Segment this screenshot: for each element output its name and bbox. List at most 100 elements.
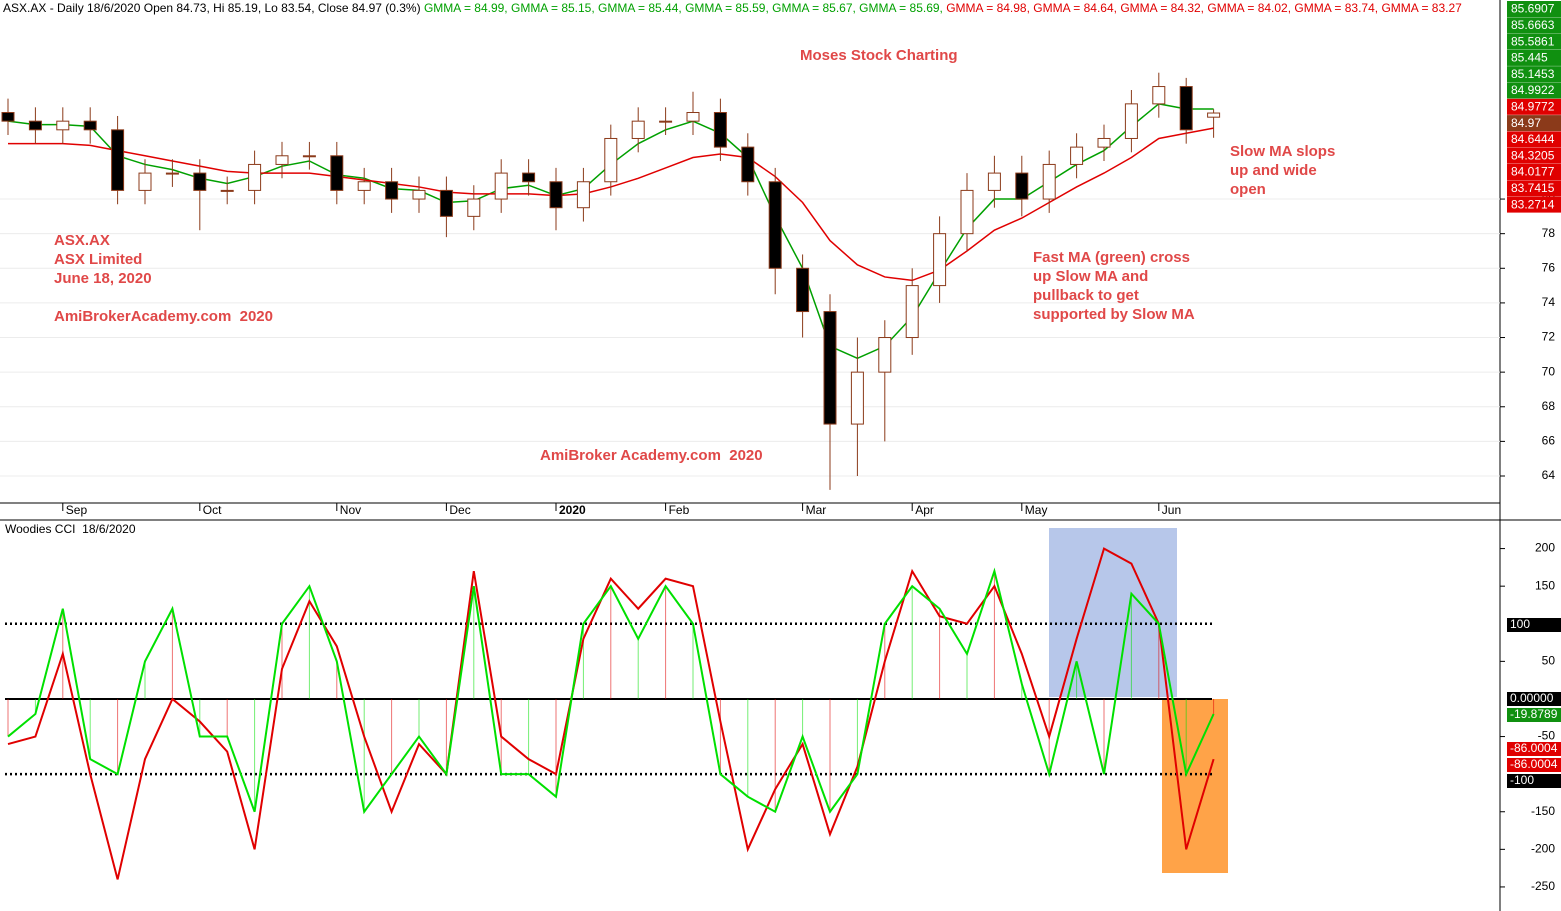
price-label: 84.6444 <box>1511 132 1555 146</box>
x-tick-label: Mar <box>806 503 827 517</box>
y-tick-label: 74 <box>1542 295 1556 309</box>
y-tick-label: -250 <box>1531 879 1555 893</box>
value-label: -86.0004 <box>1510 757 1558 771</box>
candle-body <box>713 112 727 148</box>
candle-body <box>878 337 892 373</box>
header-gmma: GMMA = 85.15, <box>511 1 598 15</box>
candle-body <box>275 155 289 165</box>
annotation: pullback to get <box>1033 287 1139 304</box>
header-gmma: GMMA = 84.98, <box>946 1 1033 15</box>
value-label-box <box>1507 692 1561 706</box>
x-tick-label: Jun <box>1162 503 1181 517</box>
x-tick-label: 2020 <box>559 503 586 517</box>
y-tick-label: -200 <box>1531 842 1555 856</box>
layer: 646668707274767880SepOctNovDec2020FebMar… <box>0 1 1561 893</box>
candle-body <box>83 120 97 131</box>
price-label: 85.445 <box>1511 51 1548 65</box>
price-label-box <box>1507 131 1561 148</box>
price-label-box <box>1507 1 1561 17</box>
x-tick-label: Dec <box>449 503 470 517</box>
header-title: ASX.AX - Daily 18/6/2020 Open 84.73, Hi … <box>3 1 424 15</box>
price-label-box <box>1507 164 1561 180</box>
value-label: -100 <box>1510 773 1534 787</box>
price-label: 85.5861 <box>1511 34 1555 48</box>
header-gmma: GMMA = 85.44, <box>598 1 685 15</box>
candle-body <box>1015 172 1029 200</box>
annotation: Moses Stock Charting <box>800 47 958 64</box>
candle-body <box>1 112 15 122</box>
value-label: 100 <box>1510 617 1530 631</box>
candle-body <box>960 189 974 235</box>
price-label: 83.2714 <box>1511 197 1555 211</box>
candle-body <box>987 172 1001 191</box>
price-label: 84.97 <box>1511 116 1541 130</box>
header: ASX.AX - Daily 18/6/2020 Open 84.73, Hi … <box>3 1 1462 15</box>
candle-body <box>412 189 426 200</box>
candle-body <box>439 189 453 217</box>
candle-body <box>357 181 371 191</box>
candle-body <box>248 163 262 191</box>
candle-body <box>1124 103 1138 139</box>
candle-body <box>193 172 207 191</box>
price-label: 85.6663 <box>1511 18 1555 32</box>
price-label-box <box>1507 115 1561 132</box>
candle-body <box>330 155 344 191</box>
value-label-box <box>1507 708 1561 722</box>
annotation: up and wide <box>1230 162 1317 179</box>
price-label-box <box>1507 196 1561 213</box>
y-tick-label: 68 <box>1542 399 1556 413</box>
annotation: Slow MA slops <box>1230 143 1335 160</box>
price-label: 83.7415 <box>1511 181 1555 195</box>
value-label-box <box>1507 774 1561 788</box>
y-tick-label: -150 <box>1531 804 1555 818</box>
y-tick-label: 70 <box>1542 364 1556 378</box>
candle-body <box>522 172 536 183</box>
candle-body <box>1179 86 1193 131</box>
y-tick-label: 66 <box>1542 434 1556 448</box>
candle-body <box>56 120 70 131</box>
price-label: 84.0177 <box>1511 165 1555 179</box>
y-tick-label: 64 <box>1542 468 1556 482</box>
y-tick-label: 72 <box>1542 330 1556 344</box>
header-gmma: GMMA = 85.59, <box>685 1 772 15</box>
x-tick-label: May <box>1025 503 1048 517</box>
x-tick-label: Nov <box>340 503 361 517</box>
candle-body <box>28 120 42 131</box>
candle-body <box>741 146 755 183</box>
candle-body <box>1042 163 1056 200</box>
header-gmma: GMMA = 85.67, <box>772 1 859 15</box>
candle-body <box>1070 146 1084 165</box>
header-gmma: GMMA = 84.32, <box>1120 1 1207 15</box>
cci-line <box>7 567 1215 815</box>
annotation: open <box>1230 181 1266 198</box>
pane-title: Woodies CCI 18/6/2020 <box>5 522 136 536</box>
y-tick-label: 78 <box>1542 226 1556 240</box>
x-tick-label: Oct <box>203 503 222 517</box>
cci-line <box>7 547 1215 880</box>
value-label: 0.00000 <box>1510 691 1554 705</box>
candle-body <box>1207 112 1221 118</box>
candle-body <box>796 267 810 313</box>
candle-body <box>686 112 700 122</box>
highlight-box <box>1162 699 1228 873</box>
candle-body <box>659 120 673 123</box>
annotation: AmiBrokerAcademy.com 2020 <box>54 308 273 325</box>
header-gmma: GMMA = 84.02, <box>1207 1 1294 15</box>
header-gmma: GMMA = 84.99, <box>424 1 511 15</box>
price-label: 84.9922 <box>1511 83 1555 97</box>
y-tick-label: 150 <box>1535 578 1555 592</box>
annotation: up Slow MA and <box>1033 268 1148 285</box>
header-gmma: GMMA = 84.64, <box>1033 1 1120 15</box>
value-label-box <box>1507 758 1561 772</box>
candle-body <box>631 120 645 139</box>
price-label-box <box>1507 82 1561 99</box>
header-gmma: GMMA = 83.74, <box>1294 1 1381 15</box>
price-label-box <box>1507 33 1561 50</box>
candle-body <box>823 311 837 425</box>
price-label-box <box>1507 66 1561 83</box>
candle-body <box>933 233 947 287</box>
header-gmma: GMMA = 85.69, <box>859 1 946 15</box>
candle-body <box>385 181 399 200</box>
price-label-box <box>1507 98 1561 115</box>
candle-body <box>138 172 152 191</box>
